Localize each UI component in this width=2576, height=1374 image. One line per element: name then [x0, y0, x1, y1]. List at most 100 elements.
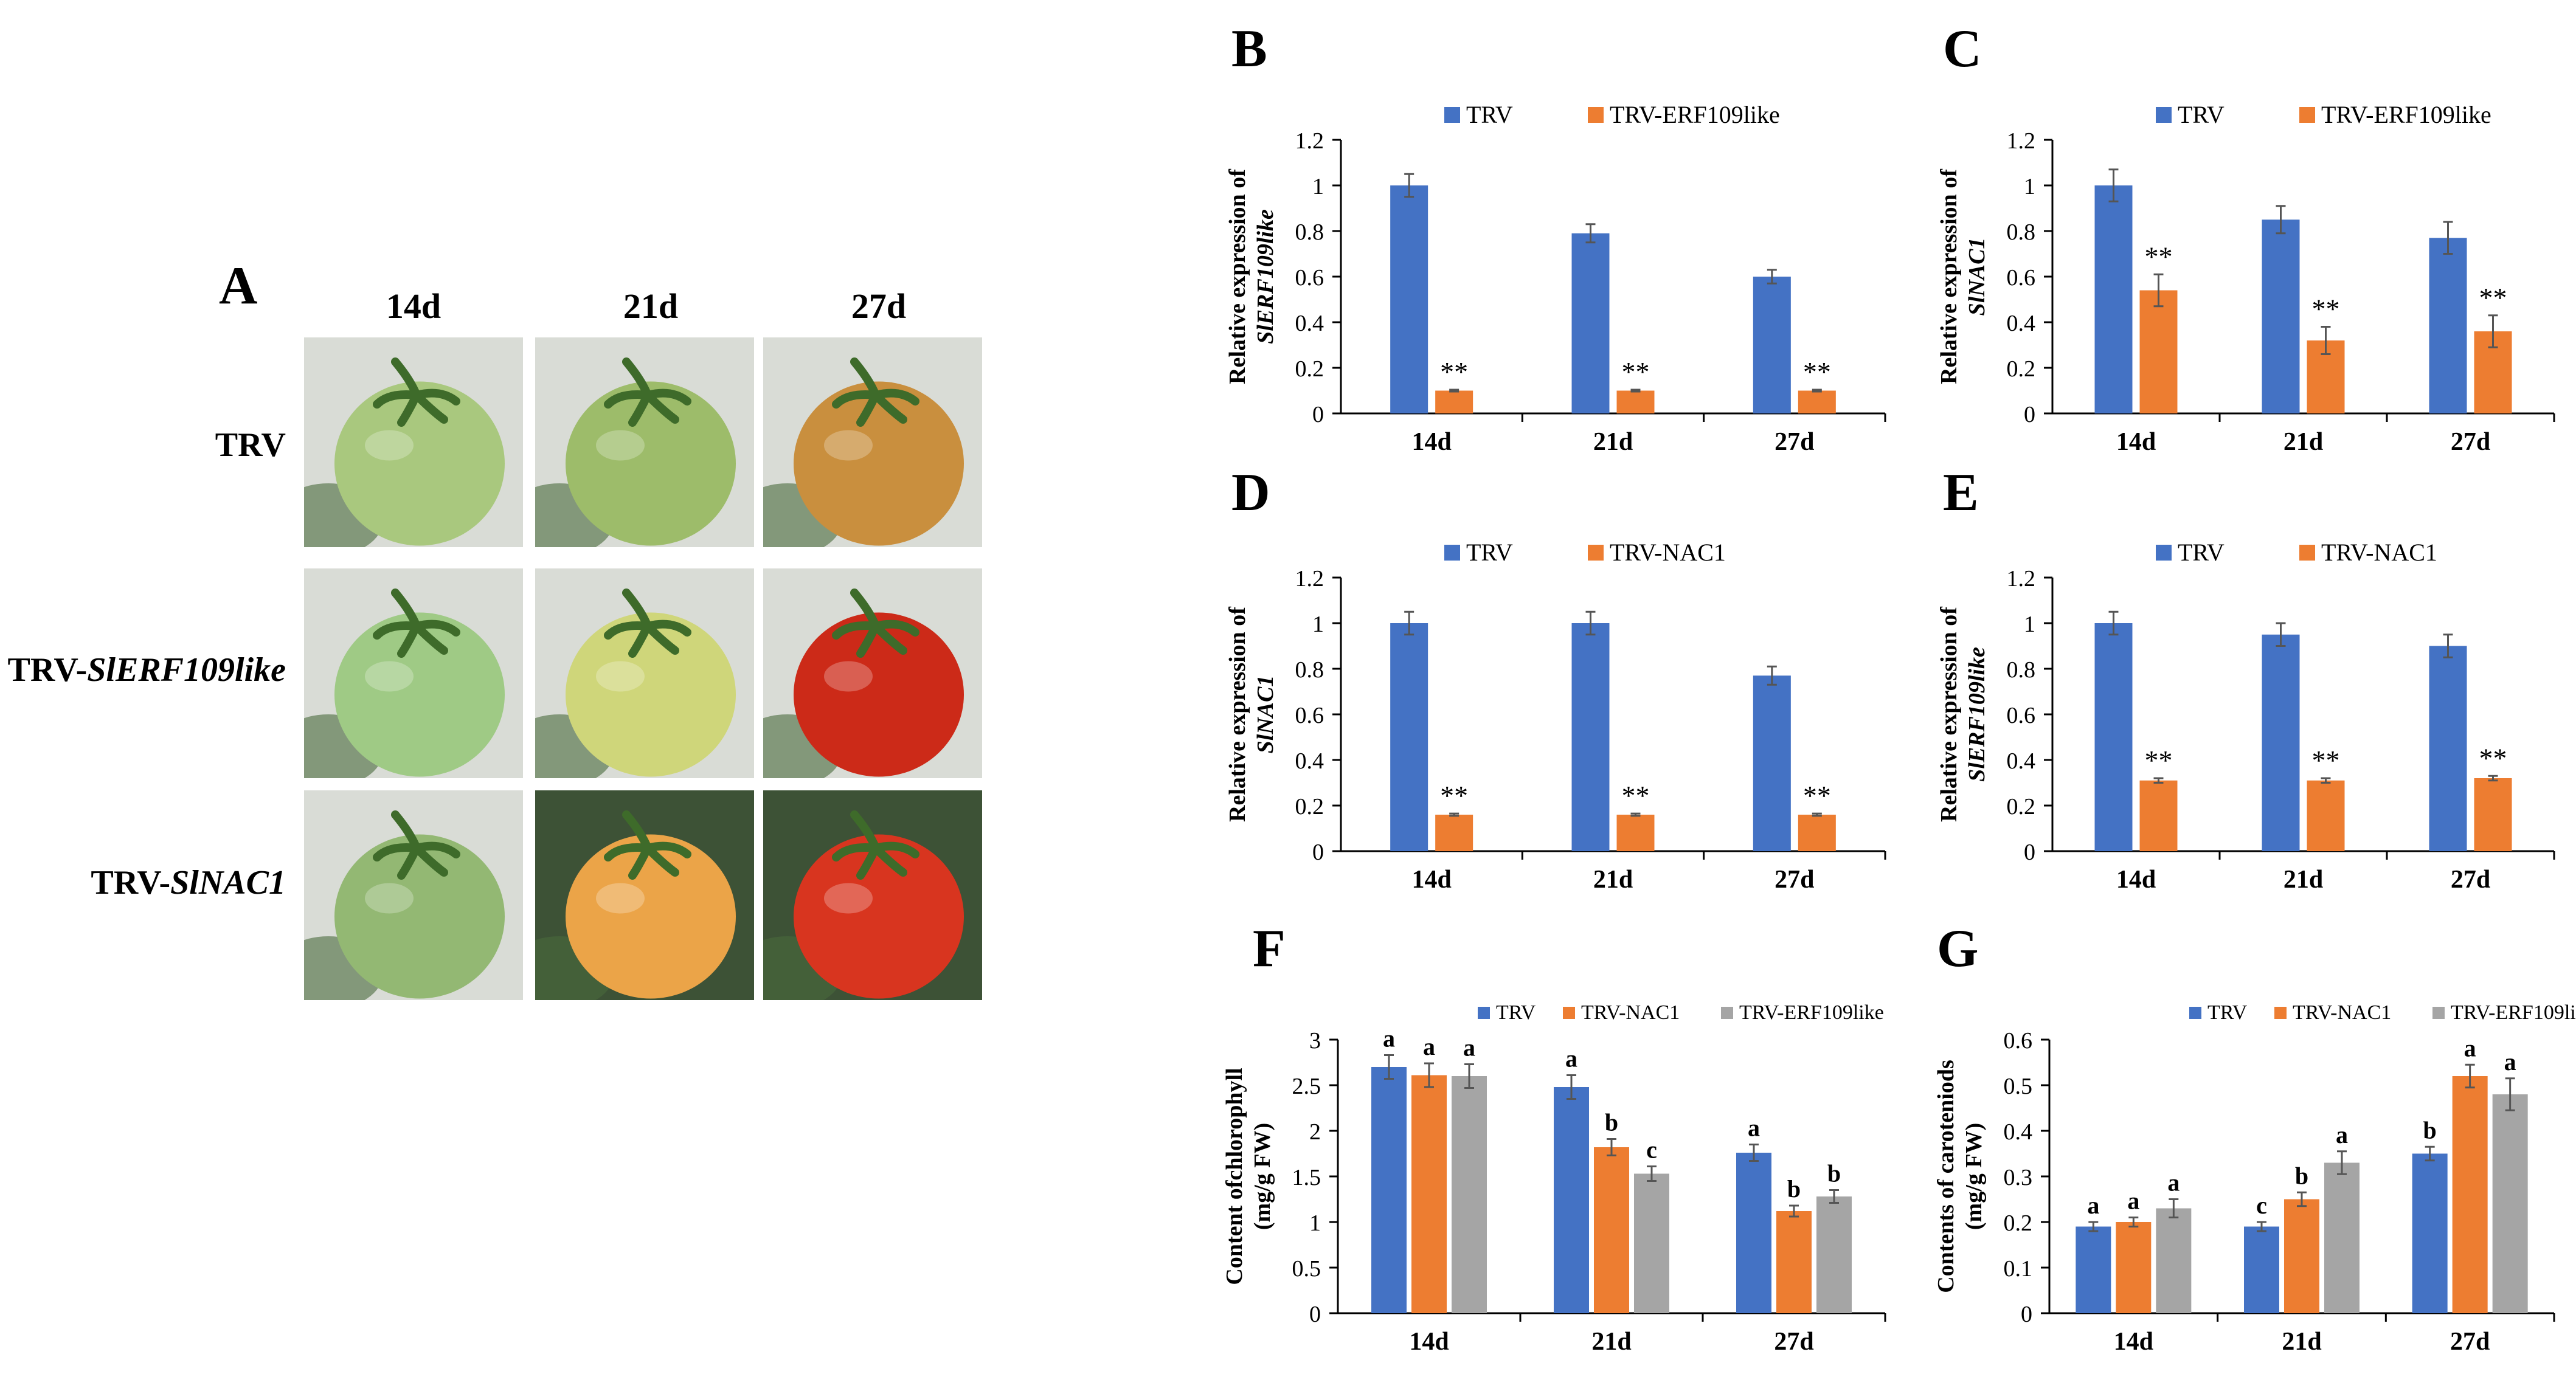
x-tick-label: 21d	[1593, 866, 1633, 894]
panel-b-letter: B	[1231, 19, 1267, 78]
y-tick-label: 0.1	[2004, 1256, 2033, 1282]
bar	[2307, 780, 2345, 851]
y-tick-label: 1.2	[1295, 566, 1324, 592]
y-axis-title: Contents of caroteniods (mg/g FW)	[1933, 1060, 1987, 1293]
data-label: **	[2312, 294, 2340, 325]
bar	[1452, 1076, 1487, 1313]
legend-label: TRV-ERF109like	[2451, 1001, 2576, 1024]
bar	[2429, 238, 2467, 413]
tomato-photo-trv-21d	[535, 337, 754, 547]
legend-swatch	[2274, 1007, 2287, 1019]
y-tick-label: 0	[1312, 402, 1324, 427]
y-tick-label: 0.8	[1295, 657, 1324, 683]
y-tick-label: 0.2	[1295, 356, 1324, 382]
bar	[1435, 390, 1473, 413]
data-label: a	[2087, 1192, 2099, 1219]
panel-f-letter: F	[1253, 919, 1286, 978]
x-tick-label: 21d	[2283, 428, 2323, 456]
bar	[2324, 1162, 2360, 1313]
tomato-photo-trv-slnac1-27d	[763, 790, 982, 1000]
y-tick-label: 0	[1309, 1302, 1321, 1327]
data-label: c	[2256, 1192, 2267, 1219]
legend-swatch	[2432, 1007, 2445, 1019]
y-tick-label: 3	[1309, 1028, 1321, 1054]
legend-label: TRV-NAC1	[1610, 539, 1726, 566]
data-label: b	[1605, 1109, 1618, 1136]
bar	[2412, 1153, 2448, 1313]
data-label: **	[1440, 356, 1468, 387]
data-label: b	[1787, 1175, 1801, 1203]
y-tick-label: 0.2	[2007, 356, 2036, 382]
tomato-photo-trv-27d	[763, 337, 982, 547]
data-label: a	[2336, 1121, 2348, 1148]
y-tick-label: 0.6	[2007, 703, 2036, 728]
y-axis-title-line2: (mg/g FW)	[1961, 1123, 1987, 1230]
data-label: **	[1440, 780, 1468, 811]
tomato-photo-trv-slerf109like-27d	[763, 568, 982, 778]
data-label: b	[2295, 1162, 2308, 1189]
legend-swatch	[2156, 107, 2172, 123]
data-label: a	[1463, 1034, 1475, 1062]
panel-c-letter: C	[1943, 19, 1982, 78]
row-label-trv-slerf109like: TRV-SlERF109like	[7, 651, 286, 689]
y-tick-label: 0.8	[2007, 657, 2036, 683]
x-tick-label: 14d	[1411, 428, 1451, 456]
x-tick-label: 27d	[2451, 866, 2490, 894]
y-axis-title-line2: SlERF109like	[1964, 647, 1990, 782]
panel-d-letter: D	[1231, 463, 1270, 522]
data-label: a	[2504, 1048, 2516, 1075]
bar	[1798, 815, 1836, 851]
y-axis-title: Content ofchlorophyll (mg/g FW)	[1222, 1068, 1275, 1285]
legend-label: TRV	[2178, 539, 2225, 566]
bar	[1798, 390, 1836, 413]
legend-swatch	[1444, 545, 1460, 561]
legend-label: TRV	[1466, 101, 1513, 128]
legend-swatch	[1444, 107, 1460, 123]
legend-label: TRV	[2178, 101, 2225, 128]
y-tick-label: 0.8	[1295, 219, 1324, 245]
legend-swatch	[2299, 545, 2315, 561]
y-axis-title-line1: Relative expression of	[1225, 606, 1250, 822]
legend-label: TRV-ERF109like	[1610, 101, 1780, 128]
y-axis-title: Relative expression of SlNAC1	[1936, 168, 1990, 384]
x-tick-label: 21d	[2283, 866, 2323, 894]
bar	[2116, 1222, 2152, 1313]
tomato-photo-trv-14d	[304, 337, 523, 547]
panel-e-letter: E	[1943, 463, 1979, 522]
data-label: b	[1827, 1160, 1841, 1187]
y-axis-title-line2: (mg/g FW)	[1250, 1123, 1275, 1230]
y-axis-title: Relative expression of SlNAC1	[1225, 606, 1278, 822]
data-label: **	[2312, 745, 2340, 776]
bar	[1753, 277, 1791, 413]
legend-label: TRV-ERF109like	[1739, 1001, 1884, 1024]
y-axis-title: Relative expression of SlERF109like	[1936, 606, 1990, 822]
y-tick-label: 0	[2024, 840, 2035, 865]
tomato-photo-trv-slnac1-21d	[535, 790, 754, 1000]
legend-swatch	[1721, 1007, 1733, 1019]
y-tick-label: 1	[2024, 612, 2035, 637]
y-tick-label: 0	[2024, 402, 2035, 427]
panel-g-letter: G	[1937, 919, 1979, 978]
chart-b-erf109like-expression: 0 0.2 0.4 0.6 0.8 1 1.2 Relative expression of S…	[1225, 101, 1886, 456]
legend-label: TRV	[1466, 539, 1513, 566]
y-tick-label: 1.5	[1292, 1165, 1321, 1190]
chart-f-chlorophyll-content: 0 0.5 1 1.5 2 2.5 3 Content ofchlorophyll (mg/g …	[1222, 1001, 1886, 1356]
data-label: a	[1748, 1114, 1760, 1142]
bar	[1634, 1173, 1669, 1313]
bar	[2094, 623, 2133, 851]
bar	[2262, 634, 2300, 851]
y-tick-label: 2.5	[1292, 1074, 1321, 1099]
bar	[1594, 1147, 1629, 1313]
bar	[1753, 675, 1791, 851]
legend-swatch	[1563, 1007, 1575, 1019]
data-label: c	[1646, 1136, 1657, 1164]
data-label: **	[2479, 742, 2507, 773]
x-tick-label: 21d	[2282, 1328, 2321, 1356]
bar	[2076, 1226, 2111, 1313]
bar	[1816, 1196, 1852, 1313]
bar	[1616, 815, 1655, 851]
y-tick-label: 0.5	[1292, 1256, 1321, 1282]
y-tick-label: 1	[1312, 612, 1324, 637]
y-axis-title-line1: Contents of caroteniods	[1933, 1060, 1959, 1293]
legend-label: TRV-ERF109like	[2321, 101, 2491, 128]
